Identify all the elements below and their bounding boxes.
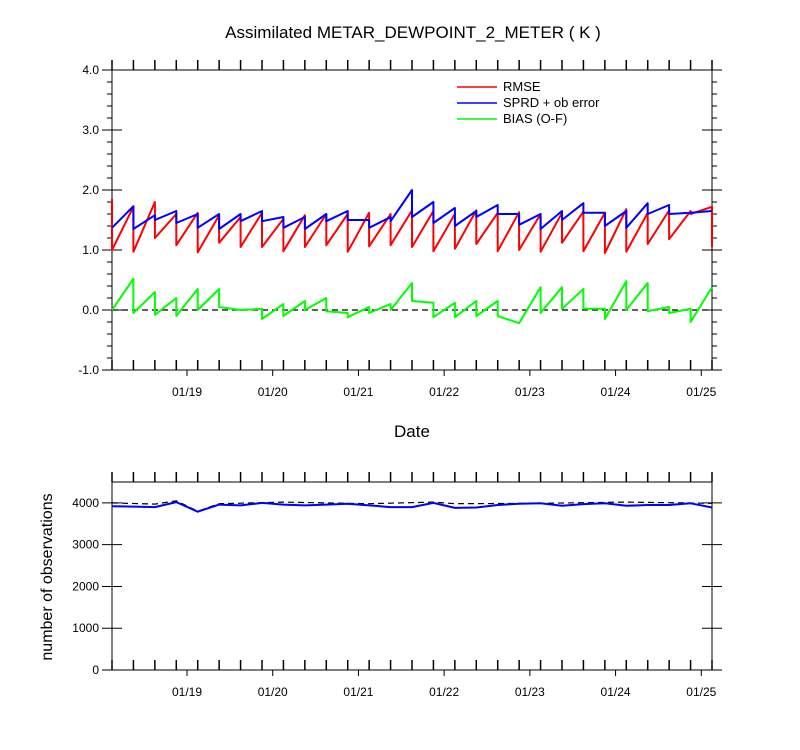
- x-tick-label: 01/24: [601, 385, 631, 399]
- y-tick-label: 4000: [72, 496, 99, 510]
- x-tick-label: 01/23: [515, 685, 545, 699]
- x-tick-label: 01/25: [686, 385, 716, 399]
- x-tick-label: 01/22: [429, 385, 459, 399]
- y-tick-label: 0.0: [82, 303, 99, 317]
- legend-label: BIAS (O-F): [503, 111, 567, 126]
- series-observations-assimilated: [111, 501, 713, 513]
- legend-label: RMSE: [503, 79, 541, 94]
- y-tick-label: 1000: [72, 621, 99, 635]
- y-tick-label: 4.0: [82, 63, 99, 77]
- chart-title: Assimilated METAR_DEWPOINT_2_METER ( K ): [225, 23, 601, 42]
- x-tick-label: 01/24: [601, 685, 631, 699]
- x-tick-label: 01/19: [172, 685, 202, 699]
- bottom-panel: 01/19 01/20 01/21 01/22 01/23 01/24 01/25 0 1000…: [72, 472, 722, 699]
- series-bias-o-f: [111, 277, 713, 325]
- x-tick-label: 01/22: [429, 685, 459, 699]
- y-tick-label: 2000: [72, 579, 99, 593]
- series-observations-possible: [111, 500, 713, 512]
- y-tick-label: 3.0: [82, 123, 99, 137]
- x-axis-label: Date: [394, 422, 430, 441]
- y-tick-label: -1.0: [78, 363, 99, 377]
- x-tick-label: 01/25: [686, 685, 716, 699]
- series-rmse: [111, 199, 713, 254]
- series-sprd-ob-error: [111, 189, 713, 230]
- x-tick-label: 01/20: [258, 685, 288, 699]
- x-tick-label: 01/19: [172, 385, 202, 399]
- y-tick-label: 0: [92, 663, 99, 677]
- y-axis-label-observations: number of observations: [39, 493, 56, 660]
- x-tick-label: 01/20: [258, 385, 288, 399]
- x-tick-label: 01/23: [515, 385, 545, 399]
- top-panel: 01/19 01/20 01/21 01/22 01/23 01/24 01/25 -1.0 0…: [78, 60, 722, 399]
- x-tick-label: 01/21: [343, 685, 373, 699]
- legend-label: SPRD + ob error: [503, 95, 600, 110]
- y-tick-label: 3000: [72, 538, 99, 552]
- y-tick-label: 1.0: [82, 243, 99, 257]
- y-tick-label: 2.0: [82, 183, 99, 197]
- x-tick-label: 01/21: [343, 385, 373, 399]
